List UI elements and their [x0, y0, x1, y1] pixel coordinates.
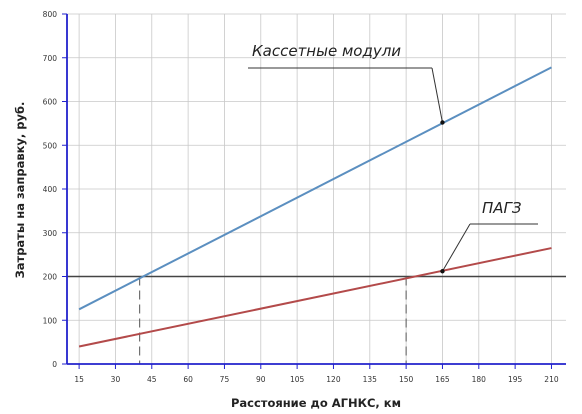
y-tick-label: 300 [43, 229, 58, 238]
y-axis-label: Затраты на заправку, руб. [13, 102, 27, 279]
annotation-point [440, 269, 445, 274]
x-tick-label: 195 [508, 375, 523, 384]
x-tick-label: 135 [363, 375, 378, 384]
series-line-2 [78, 247, 552, 348]
y-tick-label: 700 [43, 54, 58, 63]
x-axis-label: Расстояние до АГНКС, км [231, 396, 401, 410]
x-tick-label: 45 [147, 375, 157, 384]
series-line-1 [78, 66, 552, 311]
tick-labels: 15 30 45 60 75 90 105 120 135 150 165 180 195 210 0 100… [43, 10, 559, 384]
x-tick-label: 120 [326, 375, 341, 384]
x-tick-label: 15 [74, 375, 84, 384]
annotation-leader [431, 67, 443, 123]
x-tick-label: 75 [220, 375, 230, 384]
x-tick-label: 180 [472, 375, 487, 384]
annotation-label: ПАГЗ [482, 199, 522, 217]
y-tick-label: 800 [43, 10, 58, 19]
y-tick-label: 500 [43, 141, 58, 150]
y-tick-label: 200 [43, 273, 58, 282]
x-tick-label: 210 [544, 375, 559, 384]
series-layer [78, 66, 552, 348]
x-tick-label: 165 [435, 375, 450, 384]
y-tick-label: 100 [43, 316, 58, 325]
annotation-leader [442, 223, 471, 272]
y-tick-label: 0 [52, 360, 57, 369]
axes [62, 13, 566, 369]
x-tick-label: 105 [290, 375, 305, 384]
annotations: Кассетные модули ПАГЗ [248, 42, 538, 274]
x-tick-label: 60 [183, 375, 193, 384]
y-tick-label: 400 [43, 185, 58, 194]
x-tick-label: 90 [256, 375, 266, 384]
annotation-label: Кассетные модули [252, 42, 401, 60]
reference-layer [67, 275, 566, 364]
x-tick-label: 30 [111, 375, 121, 384]
x-tick-label: 150 [399, 375, 414, 384]
y-tick-label: 600 [43, 98, 58, 107]
annotation-point [440, 120, 445, 125]
